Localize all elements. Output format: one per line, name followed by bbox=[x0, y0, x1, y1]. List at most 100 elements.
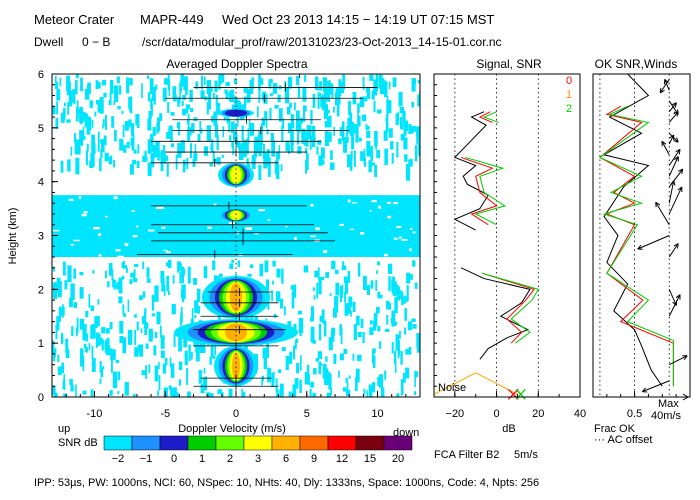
noise-speck bbox=[291, 292, 295, 309]
noise-speck bbox=[379, 78, 385, 95]
noise-speck bbox=[409, 158, 413, 167]
noise-speck bbox=[369, 320, 373, 325]
noise-speck bbox=[321, 309, 325, 324]
noise-speck bbox=[285, 97, 290, 104]
noise-speck bbox=[178, 379, 182, 386]
noise-speck bbox=[162, 363, 167, 374]
noise-speck bbox=[214, 80, 218, 93]
colorbar-tick-label: 2 bbox=[227, 453, 233, 465]
noise-speck bbox=[97, 144, 100, 152]
noise-speck bbox=[351, 136, 355, 150]
fca-speed-label: 5m/s bbox=[514, 449, 538, 461]
colorbar-tick-label: 6 bbox=[283, 453, 289, 465]
noise-speck bbox=[260, 78, 264, 85]
noise-speck bbox=[395, 334, 400, 351]
series-frac_ok_red bbox=[599, 105, 674, 387]
noise-speck bbox=[408, 346, 412, 355]
noise-speck bbox=[184, 350, 188, 366]
noise-speck bbox=[406, 272, 411, 284]
noise-speck bbox=[59, 77, 62, 87]
noise-speck bbox=[213, 275, 218, 284]
noise-speck bbox=[278, 369, 282, 374]
dwell-label: Dwell bbox=[34, 35, 63, 49]
noise-speck bbox=[92, 269, 95, 274]
noise-speck bbox=[412, 260, 416, 267]
noise-speck bbox=[374, 130, 378, 147]
noise-speck bbox=[246, 138, 249, 155]
noise-speck bbox=[387, 100, 392, 114]
noise-speck bbox=[327, 132, 332, 142]
noise-speck bbox=[209, 162, 213, 167]
noise-speck bbox=[122, 124, 125, 138]
noise-speck bbox=[196, 288, 201, 303]
noise-speck bbox=[164, 78, 169, 85]
signal-snr-panel: −20 0 20 40 bbox=[433, 73, 586, 420]
noise-speck bbox=[358, 137, 362, 142]
noise-speck bbox=[266, 342, 269, 359]
noise-speck bbox=[101, 327, 106, 334]
noise-speck bbox=[91, 323, 96, 339]
winds-frame bbox=[592, 73, 691, 398]
noise-gap bbox=[339, 223, 344, 226]
noise-speck bbox=[271, 140, 276, 157]
noise-speck bbox=[145, 343, 149, 349]
noise-speck bbox=[117, 105, 121, 110]
noise-speck bbox=[104, 152, 109, 162]
noise-speck bbox=[295, 338, 299, 343]
noise-speck bbox=[241, 125, 244, 141]
noise-speck bbox=[130, 122, 135, 137]
noise-speck bbox=[147, 118, 152, 131]
noise-speck bbox=[232, 146, 235, 155]
noise-speck bbox=[211, 139, 214, 153]
noise-speck bbox=[215, 275, 220, 282]
noise-speck bbox=[191, 123, 195, 133]
noise-speck bbox=[121, 110, 124, 114]
noise-speck bbox=[375, 74, 379, 92]
noise-gap bbox=[401, 239, 408, 241]
signal-frame bbox=[433, 73, 581, 398]
noise-speck bbox=[180, 74, 184, 87]
wind-vector bbox=[642, 380, 670, 393]
noise-speck bbox=[274, 84, 278, 90]
noise-speck bbox=[319, 315, 323, 322]
noise-speck bbox=[396, 393, 400, 397]
noise-speck bbox=[292, 345, 296, 360]
noise-speck bbox=[251, 154, 254, 166]
noise-speck bbox=[182, 159, 186, 173]
noise-speck bbox=[328, 115, 332, 128]
noise-speck bbox=[80, 77, 83, 92]
noise-speck bbox=[202, 377, 205, 391]
colorbar-swatch bbox=[159, 435, 189, 451]
noise-speck bbox=[161, 278, 165, 292]
noise-speck bbox=[344, 282, 349, 294]
noise-speck bbox=[345, 377, 348, 383]
noise-speck bbox=[171, 303, 176, 315]
noise-speck bbox=[352, 123, 357, 130]
noise-speck bbox=[317, 140, 322, 145]
noise-speck bbox=[200, 90, 205, 99]
noise-speck bbox=[411, 318, 416, 323]
noise-speck bbox=[57, 366, 62, 376]
noise-speck bbox=[391, 279, 393, 290]
noise-speck bbox=[212, 151, 215, 163]
noise-speck bbox=[79, 130, 84, 146]
noise-speck bbox=[154, 285, 159, 302]
noise-speck bbox=[411, 101, 414, 108]
noise-speck bbox=[258, 130, 263, 146]
noise-speck bbox=[52, 266, 55, 272]
header-site: Meteor Crater bbox=[34, 12, 115, 27]
noise-speck bbox=[118, 85, 122, 95]
noise-speck bbox=[112, 371, 118, 389]
noise-speck bbox=[346, 126, 349, 139]
noise-speck bbox=[75, 327, 78, 337]
noise-speck bbox=[404, 308, 407, 321]
noise-speck bbox=[268, 163, 271, 177]
colorbar-swatch bbox=[299, 435, 329, 451]
noise-speck bbox=[80, 349, 84, 367]
noise-speck bbox=[322, 77, 328, 92]
noise-gap bbox=[93, 226, 100, 230]
noise-speck bbox=[340, 328, 343, 344]
noise-speck bbox=[261, 380, 263, 386]
wind-vector bbox=[637, 235, 670, 250]
noise-speck bbox=[76, 106, 79, 122]
